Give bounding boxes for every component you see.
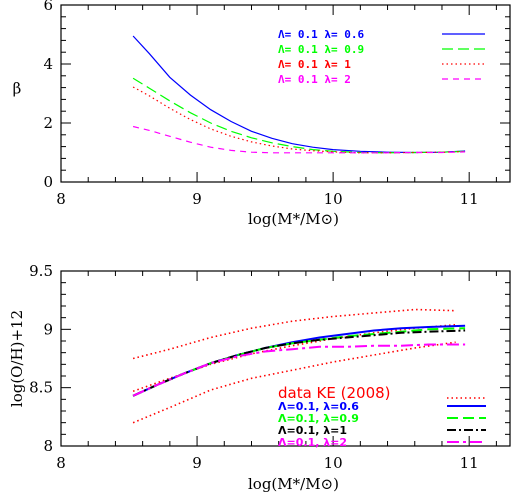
p1-x-tick-label: 8: [56, 190, 66, 208]
p2-legend-label-3: Λ=0.1, λ=2: [278, 436, 347, 449]
p2-legend-title: data KE (2008): [278, 384, 391, 402]
p1-x-tick-label: 10: [324, 190, 343, 208]
p2-legend-label-1: Λ=0.1, λ=0.9: [278, 412, 359, 425]
p1-x-tick-label: 9: [192, 190, 202, 208]
beta-panel: 8 9 10 11 0 2 4 6 log(M*/M⊙) β Λ= 0.1 λ= 0.6 Λ= 0.1…: [13, 0, 511, 228]
p2-x-tick-label: 10: [324, 454, 343, 472]
p1-y-tick-label: 4: [43, 55, 53, 73]
p1-plot-frame: [60, 4, 511, 183]
p2-x-tick-label: 8: [56, 454, 66, 472]
metallicity-panel: 8 9 10 11 8 8.5 9 9.5 log(M*/M⊙) log(O/H)+12 data …: [8, 262, 511, 493]
p2-legend-label-0: Λ=0.1, λ=0.6: [278, 400, 359, 413]
p2-y-axis-label: log(O/H)+12: [8, 310, 26, 407]
p2-legend-label-2: Λ=0.1, λ=1: [278, 424, 347, 437]
p1-y-tick-label: 0: [43, 173, 53, 191]
p1-x-tick-label: 11: [460, 190, 479, 208]
p2-y-tick-label: 9: [43, 320, 53, 338]
p1-y-axis-label: β: [13, 80, 22, 98]
p2-data-band-0: [132, 308, 456, 360]
p2-x-axis-label: log(M*/M⊙): [248, 475, 339, 493]
p2-data-band-1: [132, 323, 456, 392]
p1-y-tick-label: 2: [43, 114, 53, 132]
p2-y-tick-label: 8: [43, 437, 53, 455]
p2-x-tick-label: 11: [460, 454, 479, 472]
p1-y-tick-label: 6: [43, 0, 53, 14]
p2-x-tick-label: 9: [192, 454, 202, 472]
p1-legend-label-3: Λ= 0.1 λ= 2: [278, 73, 351, 86]
p1-series-line-2: [132, 86, 466, 154]
p2-plot-frame: [60, 270, 511, 447]
p1-legend-label-2: Λ= 0.1 λ= 1: [278, 58, 351, 71]
p2-data-band-2: [132, 341, 456, 424]
p2-y-tick-label: 8.5: [29, 379, 53, 397]
p1-series-line-1: [132, 77, 466, 154]
p2-y-tick-label: 9.5: [29, 262, 53, 280]
p1-x-axis-label: log(M*/M⊙): [248, 210, 339, 228]
p1-series-line-0: [132, 35, 466, 154]
p1-legend-label-0: Λ= 0.1 λ= 0.6: [278, 28, 364, 41]
p2-series-line-3: [132, 343, 466, 397]
p1-series-line-3: [132, 125, 466, 154]
p1-legend-label-1: Λ= 0.1 λ= 0.9: [278, 43, 364, 56]
